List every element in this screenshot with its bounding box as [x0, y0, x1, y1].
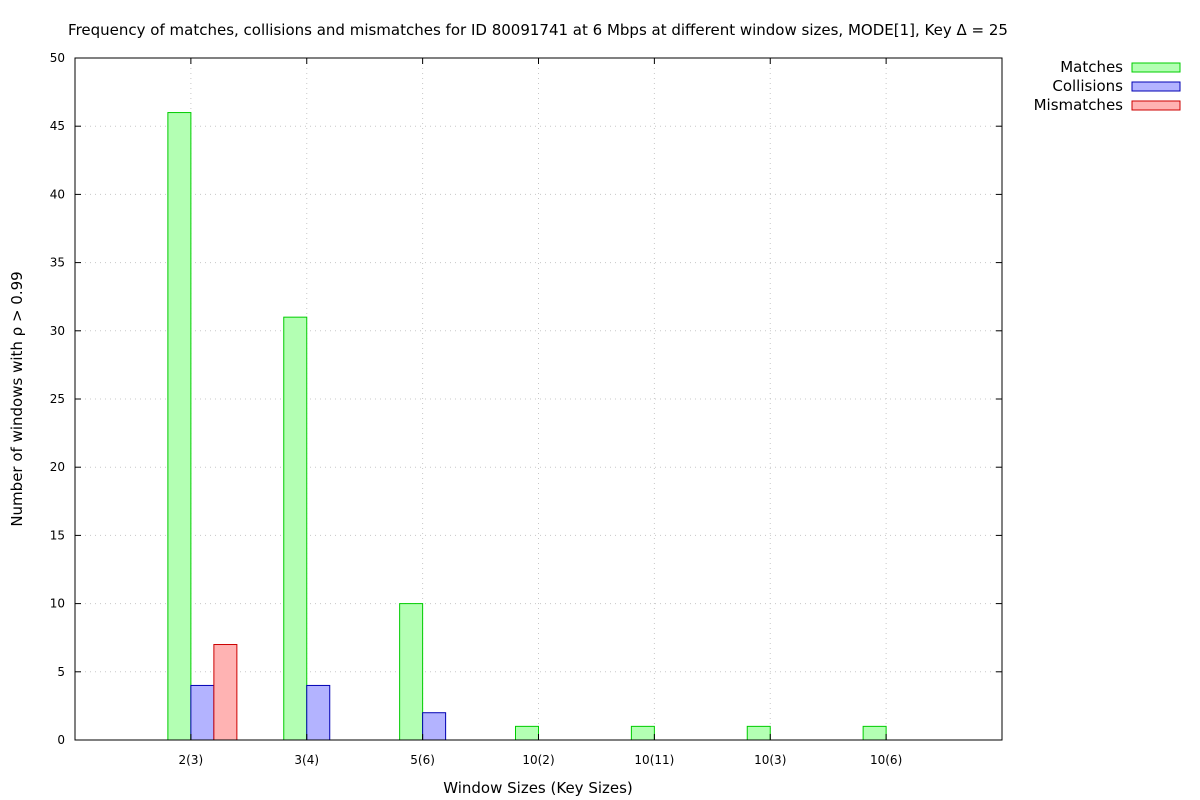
bar-collisions-2(3) [190, 684, 215, 741]
legend-label: Collisions [1052, 77, 1123, 95]
bars [167, 112, 887, 741]
y-tick-label: 50 [50, 51, 65, 65]
y-tick-label: 20 [50, 460, 65, 474]
y-tick-label: 25 [50, 392, 65, 406]
legend-swatch-matches [1131, 62, 1181, 73]
legend-swatch-collisions [1131, 81, 1181, 92]
bar-matches-10(11) [630, 725, 655, 741]
x-tick-label: 10(2) [522, 753, 554, 767]
y-tick-label: 5 [57, 665, 65, 679]
y-tick-label: 35 [50, 256, 65, 270]
legend-label: Matches [1060, 58, 1123, 76]
y-tick-label: 10 [50, 597, 65, 611]
bar-matches-2(3) [167, 112, 192, 741]
y-tick-label: 0 [57, 733, 65, 747]
x-tick-label: 5(6) [410, 753, 435, 767]
chart-title: Frequency of matches, collisions and mis… [68, 21, 1008, 39]
grid-lines [75, 58, 1002, 740]
y-tick-label: 45 [50, 119, 65, 133]
bar-matches-5(6) [399, 603, 424, 741]
x-tick-label: 10(11) [634, 753, 674, 767]
bar-collisions-5(6) [422, 712, 447, 741]
y-axis-label: Number of windows with ρ > 0.99 [8, 271, 26, 526]
bar-mismatches-2(3) [213, 644, 238, 741]
y-axis-ticks: 0 5 10 15 20 25 30 35 40 45 50 [50, 51, 1002, 747]
y-tick-label: 15 [50, 528, 65, 542]
legend-swatch-mismatches [1131, 100, 1181, 111]
x-tick-label: 2(3) [179, 753, 204, 767]
bar-matches-3(4) [283, 316, 308, 741]
y-tick-label: 30 [50, 324, 65, 338]
bar-matches-10(2) [515, 725, 539, 741]
x-axis-ticks: 2(3) 3(4) 5(6) 10(2) 10(11) 10(3) 10(6) [179, 58, 902, 767]
x-axis-label: Window Sizes (Key Sizes) [443, 779, 633, 797]
bar-collisions-3(4) [306, 684, 331, 741]
x-tick-label: 3(4) [294, 753, 319, 767]
legend-label: Mismatches [1034, 96, 1124, 114]
x-tick-label: 10(6) [870, 753, 902, 767]
x-tick-label: 10(3) [754, 753, 786, 767]
bar-matches-10(6) [862, 725, 887, 741]
bar-matches-10(3) [746, 725, 771, 741]
y-tick-label: 40 [50, 187, 65, 201]
